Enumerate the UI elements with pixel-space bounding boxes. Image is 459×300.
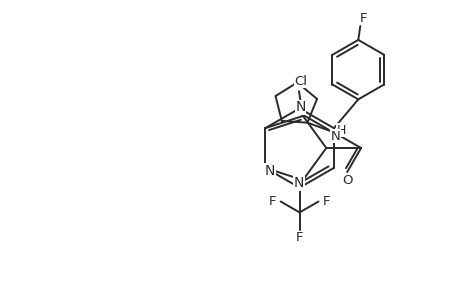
Text: H: H <box>336 124 346 137</box>
Text: F: F <box>359 12 366 25</box>
Text: O: O <box>341 175 352 188</box>
Text: N: N <box>295 100 305 114</box>
Text: N: N <box>330 130 340 142</box>
Text: N: N <box>264 164 274 178</box>
Text: F: F <box>295 231 302 244</box>
Text: F: F <box>269 195 276 208</box>
Text: Cl: Cl <box>294 75 307 88</box>
Text: F: F <box>322 195 330 208</box>
Text: N: N <box>293 176 303 190</box>
